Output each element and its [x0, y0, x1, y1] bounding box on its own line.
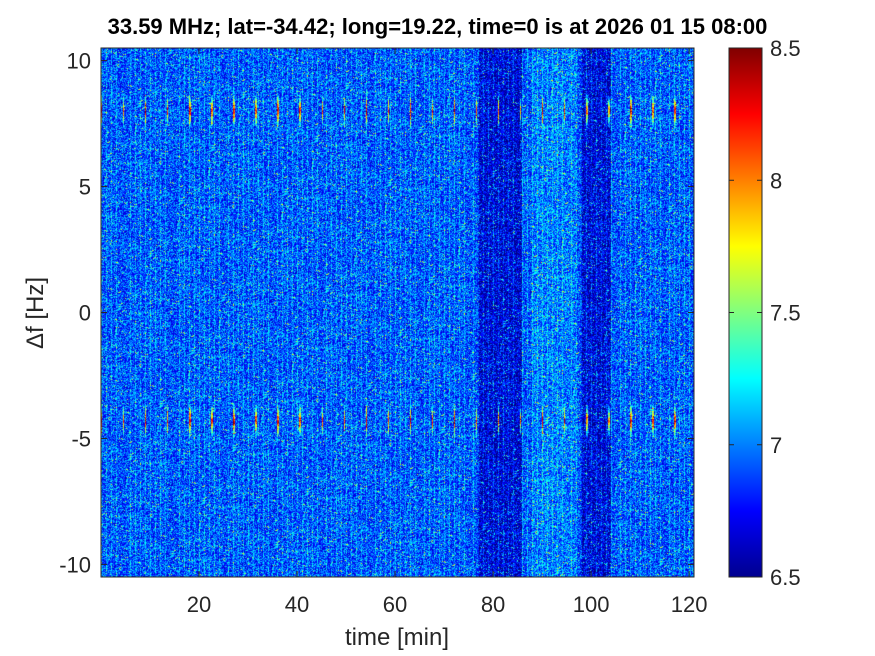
x-tick-label: 20: [187, 592, 211, 617]
colorbar-tick-label: 8.5: [770, 36, 801, 61]
chart-title: 33.59 MHz; lat=-34.42; long=19.22, time=…: [107, 14, 768, 39]
x-tick-label: 40: [285, 592, 309, 617]
heatmap-image: [101, 48, 694, 577]
x-tick-label: 100: [573, 592, 610, 617]
x-tick-label: 60: [383, 592, 407, 617]
x-axis-label: time [min]: [345, 624, 449, 651]
y-axis-label: Δf [Hz]: [22, 277, 49, 349]
y-tick-label: 0: [79, 301, 91, 326]
y-tick-label: 10: [67, 49, 91, 74]
x-tick-label: 80: [481, 592, 505, 617]
colorbar-tick-label: 7.5: [770, 301, 801, 326]
x-tick-label: 120: [671, 592, 708, 617]
colorbar-tick-label: 6.5: [770, 565, 801, 590]
colorbar-ticks: 6.5 7 7.5 8 8.5: [729, 36, 801, 590]
y-tick-label: -10: [59, 552, 91, 577]
y-axis-ticks: -10 -5 0 5 10: [59, 49, 694, 577]
colorbar-tick-label: 7: [770, 433, 782, 458]
colorbar-tick-label: 8: [770, 168, 782, 193]
colorbar: [728, 47, 763, 578]
y-tick-label: 5: [79, 175, 91, 200]
y-tick-label: -5: [71, 426, 91, 451]
x-axis-ticks: 20 40 60 80 100 120: [187, 48, 708, 617]
